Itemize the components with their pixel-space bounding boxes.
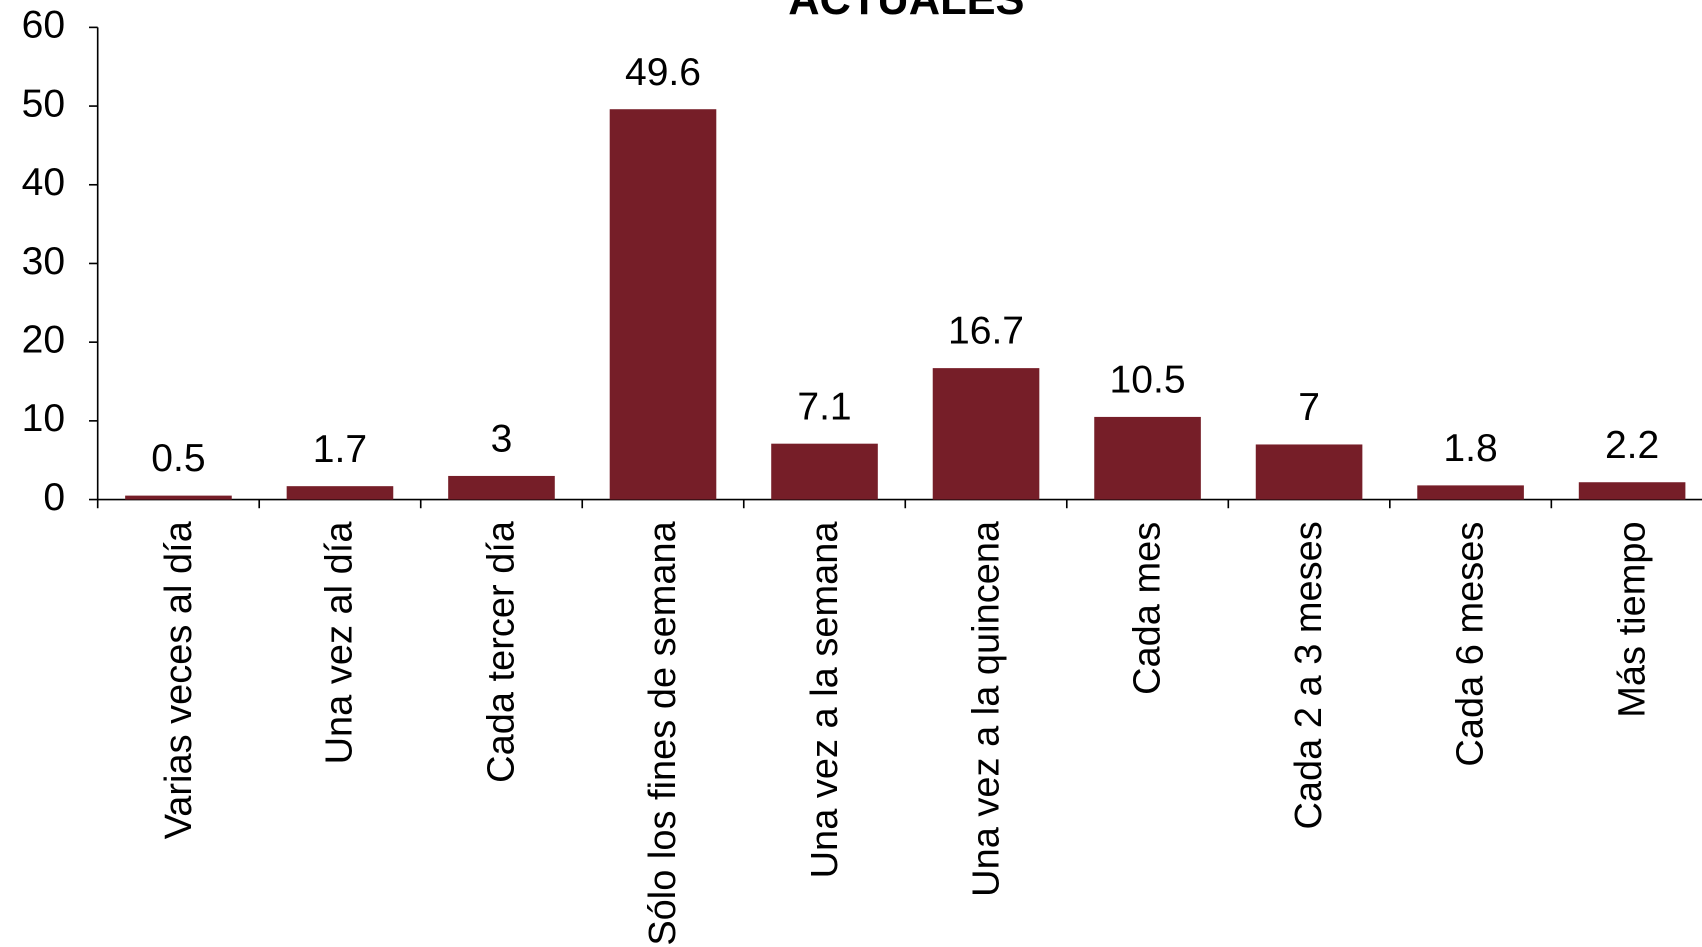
y-tick-label: 30 <box>22 240 65 283</box>
x-tick-label-wrap: Una vez al día <box>264 521 416 947</box>
data-label: 1.8 <box>1443 427 1497 470</box>
x-tick-label-wrap: Más tiempo <box>1556 521 1702 947</box>
data-label: 7 <box>1298 386 1320 429</box>
x-tick-label-box: Una vez al día <box>264 521 416 947</box>
x-tick-label: Cada mes <box>1125 521 1169 695</box>
bar <box>448 475 555 500</box>
data-label: 49.6 <box>625 51 701 94</box>
x-tick-label-wrap: Cada mes <box>1072 521 1224 947</box>
y-tick-label: 50 <box>22 82 65 125</box>
x-tick-label-box: Sólo los fines de semana <box>587 521 739 947</box>
bar <box>125 495 232 500</box>
bar <box>286 486 394 500</box>
x-tick-label-box: Una vez a la semana <box>749 521 901 947</box>
x-tick-label-wrap: Sólo los fines de semana <box>587 521 739 947</box>
bar <box>1255 444 1363 500</box>
data-label: 16.7 <box>948 310 1024 353</box>
x-tick-label-wrap: Una vez a la semana <box>749 521 901 947</box>
data-label: 0.5 <box>151 437 205 480</box>
x-tick-label-box: Cada tercer día <box>426 521 578 947</box>
data-label: 3 <box>491 418 513 461</box>
data-label: 10.5 <box>1110 359 1186 402</box>
x-tick-label-box: Varias veces al día <box>102 521 254 947</box>
y-tick-label: 20 <box>22 318 65 361</box>
chart-title: ACTUALES <box>788 0 1024 24</box>
data-label: 7.1 <box>797 385 851 428</box>
x-tick-label-box: Cada mes <box>1072 521 1224 947</box>
x-tick-label: Cada tercer día <box>479 521 523 784</box>
x-tick-label: Una vez a la semana <box>802 521 846 879</box>
y-tick-label: 0 <box>43 476 65 519</box>
x-tick-label-box: Cada 2 a 3 meses <box>1233 521 1385 947</box>
x-tick-label-box: Cada 6 meses <box>1395 521 1547 947</box>
x-tick-label-box: Más tiempo <box>1556 521 1702 947</box>
bar <box>1578 482 1686 500</box>
x-tick-label-wrap: Cada 2 a 3 meses <box>1233 521 1385 947</box>
x-tick-label: Más tiempo <box>1610 521 1653 718</box>
x-tick-label: Una vez a la quincena <box>964 521 1007 898</box>
data-label: 1.7 <box>313 428 367 471</box>
bar <box>1417 485 1524 500</box>
x-tick-label-wrap: Una vez a la quincena <box>910 521 1062 947</box>
x-tick-label: Varias veces al día <box>156 521 200 840</box>
y-tick-label: 40 <box>22 161 65 204</box>
bar <box>932 368 1040 500</box>
y-tick-label: 60 <box>22 4 65 47</box>
x-tick-label: Cada 2 a 3 meses <box>1287 521 1330 830</box>
x-tick-label: Una vez al día <box>318 521 361 765</box>
data-label: 2.2 <box>1605 424 1659 467</box>
x-tick-label-box: Una vez a la quincena <box>910 521 1062 947</box>
bar <box>609 109 717 500</box>
x-tick-label: Sólo los fines de semana <box>641 521 684 946</box>
x-tick-label-wrap: Varias veces al día <box>102 521 254 947</box>
bar <box>771 443 878 500</box>
bar <box>1094 416 1201 500</box>
x-tick-label: Cada 6 meses <box>1449 521 1492 767</box>
x-tick-label-wrap: Cada 6 meses <box>1395 521 1547 947</box>
x-tick-label-wrap: Cada tercer día <box>426 521 578 947</box>
y-tick-label: 10 <box>22 397 65 440</box>
